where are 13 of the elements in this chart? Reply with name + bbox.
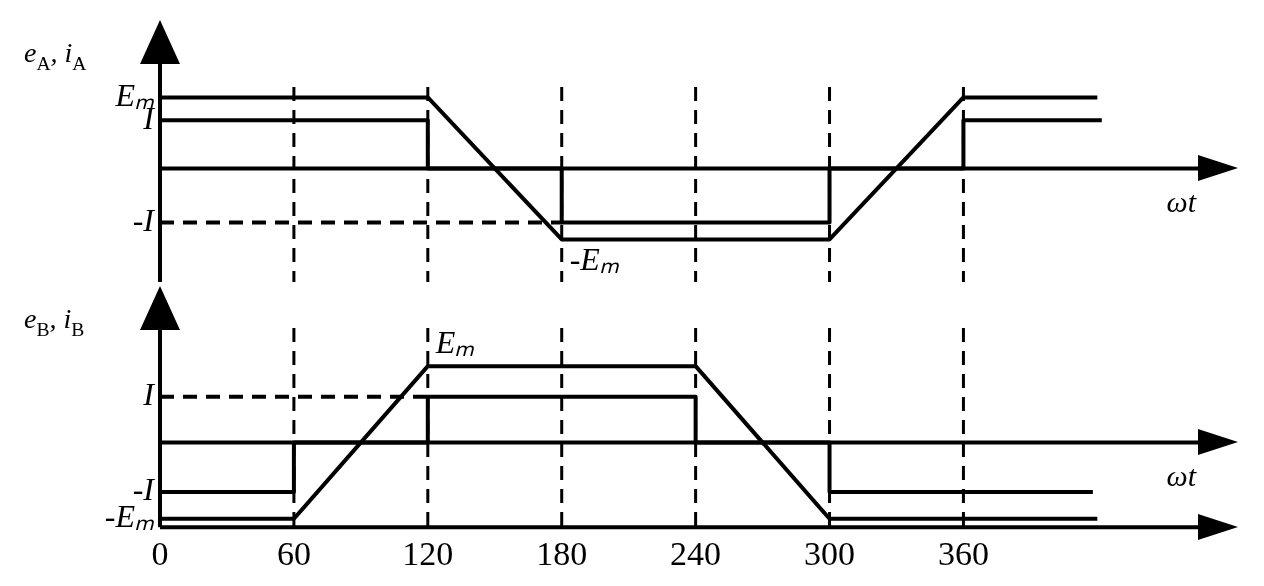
x-tick-label: 180 [536,534,588,572]
x-axis-title: ωt [1166,459,1197,493]
x-axis-title: ωt [1166,185,1197,219]
x-tick-label: 240 [670,534,722,572]
x-tick-label: 360 [937,534,989,572]
annotation: Eₘ [434,323,476,360]
x-tick-label: 60 [276,534,311,572]
annotation: -Eₘ [569,240,620,277]
annotation: I [142,376,156,413]
x-tick-label: 300 [804,534,856,572]
x-tick-label: 0 [151,534,169,572]
annotation: -I [132,201,156,238]
x-tick-label: 120 [402,534,454,572]
